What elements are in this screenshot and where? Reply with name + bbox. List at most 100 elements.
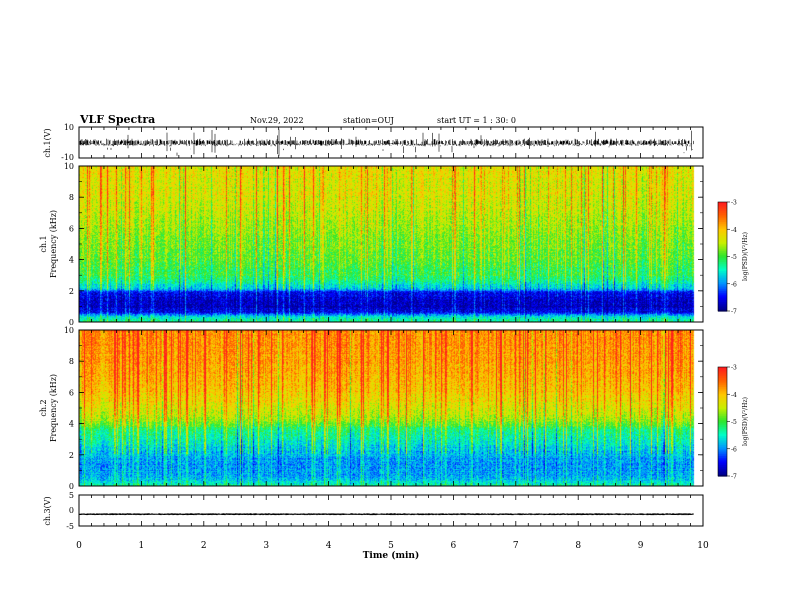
colorbar-segment [718,454,727,457]
ch1-waveform-line [79,129,694,156]
colorbar-segment [718,443,727,446]
colorbar-segment [718,269,727,272]
colorbar-tick-label: -4 [731,227,737,234]
colorbar-segment [718,263,727,267]
y-tick-label: 10 [64,162,74,171]
colorbar-segment [718,234,727,238]
colorbar-segment [718,289,727,292]
colorbar-segment [718,394,727,397]
colorbar-segment [718,252,727,256]
ch3-ytick-top: 5 [69,491,74,500]
colorbar-segment [718,383,727,386]
colorbar-segment [718,296,727,299]
colorbar-segment [718,463,727,466]
colorbar-segment [718,292,727,296]
ch3-waveform-line [79,513,694,516]
time-tick-label: 4 [326,541,332,551]
colorbar-segment [718,256,727,259]
ch3-waveform-ylabel: ch.3(V) [43,496,52,525]
y-tick-label: 8 [69,193,74,202]
colorbar-segment [718,397,727,401]
ch2-colorbar: -3 -4 -5 -6 -7 log(PSD)(V²/Hz) [717,365,749,481]
ch2-spectrogram-yticks: 0 2 4 6 8 10 [64,326,703,491]
colorbar-segment [718,265,727,268]
colorbar-segment [718,247,727,250]
colorbar-segment [718,249,727,252]
ch3-waveform-xticks [78,495,704,526]
y-tick-label: 4 [69,256,74,265]
y-tick-label: 0 [69,318,74,327]
colorbar-segment [718,240,727,243]
colorbar-segment [718,267,727,270]
ch1-spectrogram-ylabel-2: Frequency (kHz) [49,210,58,278]
colorbar-tick-label: -3 [731,365,737,372]
y-tick-label: 6 [69,224,74,233]
colorbar-segment [718,385,727,388]
colorbar-segment [718,303,727,307]
colorbar-segment [718,468,727,472]
colorbar-segment [718,212,727,216]
ch1-waveform-trace [79,129,694,156]
colorbar-segment [718,207,727,210]
colorbar-segment [718,203,727,207]
colorbar-segment [718,408,727,412]
colorbar-segment [718,474,727,477]
colorbar-segment [718,414,727,417]
time-tick-label: 9 [638,541,644,551]
colorbar-segment [718,241,727,245]
ch1-spectrogram-yticks: 0 2 4 6 8 10 [64,162,703,327]
colorbar-segment [718,367,727,370]
colorbar-segment [718,254,727,258]
colorbar-segment [718,412,727,415]
ch2-spectrogram-image [79,330,703,486]
ch2-spectrogram-panel: 0 2 4 6 8 10 ch.2 Frequency (kHz) -3 -4 -5 -6 -7 l… [39,326,749,491]
colorbar-segment [718,271,727,274]
colorbar-segment [718,459,727,463]
colorbar-segment [718,309,727,312]
ch1-waveform-xticks [78,127,704,158]
colorbar-segment [718,399,727,403]
colorbar-segment [718,214,727,218]
colorbar-segment [718,410,727,414]
colorbar-segment [718,441,727,444]
colorbar-segment [718,416,727,419]
y-tick-label: 0 [69,482,74,491]
colorbar-tick-label: -4 [731,392,737,399]
colorbar-segment [718,461,727,464]
time-tick-label: 8 [575,541,581,551]
colorbar-tick-label: -7 [731,474,737,481]
ch1-spectrogram-ylabel-1: ch.1 [39,235,48,252]
colorbar-tick-label: -6 [731,281,737,288]
colorbar-segment [718,227,727,230]
colorbar-segment [718,379,727,383]
colorbar-segment [718,437,727,441]
colorbar-segment [718,405,727,408]
colorbar-segment [718,260,727,263]
colorbar-segment [718,390,727,394]
colorbar-segment [718,445,727,448]
colorbar-segment [718,291,727,294]
y-tick-label: 4 [69,420,74,429]
colorbar-segment [718,376,727,379]
colorbar-segment [718,298,727,301]
time-tick-label: 5 [388,541,394,551]
colorbar-segment [718,305,727,308]
colorbar-segment [718,294,727,298]
ch1-spectrogram-image [79,166,703,322]
colorbar-segment [718,221,727,225]
colorbar-segment [718,419,727,423]
colorbar-segment [718,370,727,374]
colorbar-segment [718,436,727,439]
colorbar-segment [718,417,727,421]
colorbar-segment [718,238,727,241]
colorbar-segment [718,450,727,453]
colorbar-segment [718,432,727,435]
colorbar-segment [718,278,727,281]
ch2-spectrogram-ylabel-1: ch.2 [39,399,48,416]
ch1-spectrogram-panel: 0 2 4 6 8 10 ch.1 Frequency (kHz) -3 -4 -5 -6 -7 l… [39,162,749,327]
ch1-waveform-panel: 10 -10 ch.1(V) [43,123,704,162]
colorbar-segment [718,448,727,452]
ch1-spectrogram-xticks [78,166,704,322]
ch2-spectrogram-ylabel-2: Frequency (kHz) [49,374,58,442]
colorbar-segment [718,396,727,399]
